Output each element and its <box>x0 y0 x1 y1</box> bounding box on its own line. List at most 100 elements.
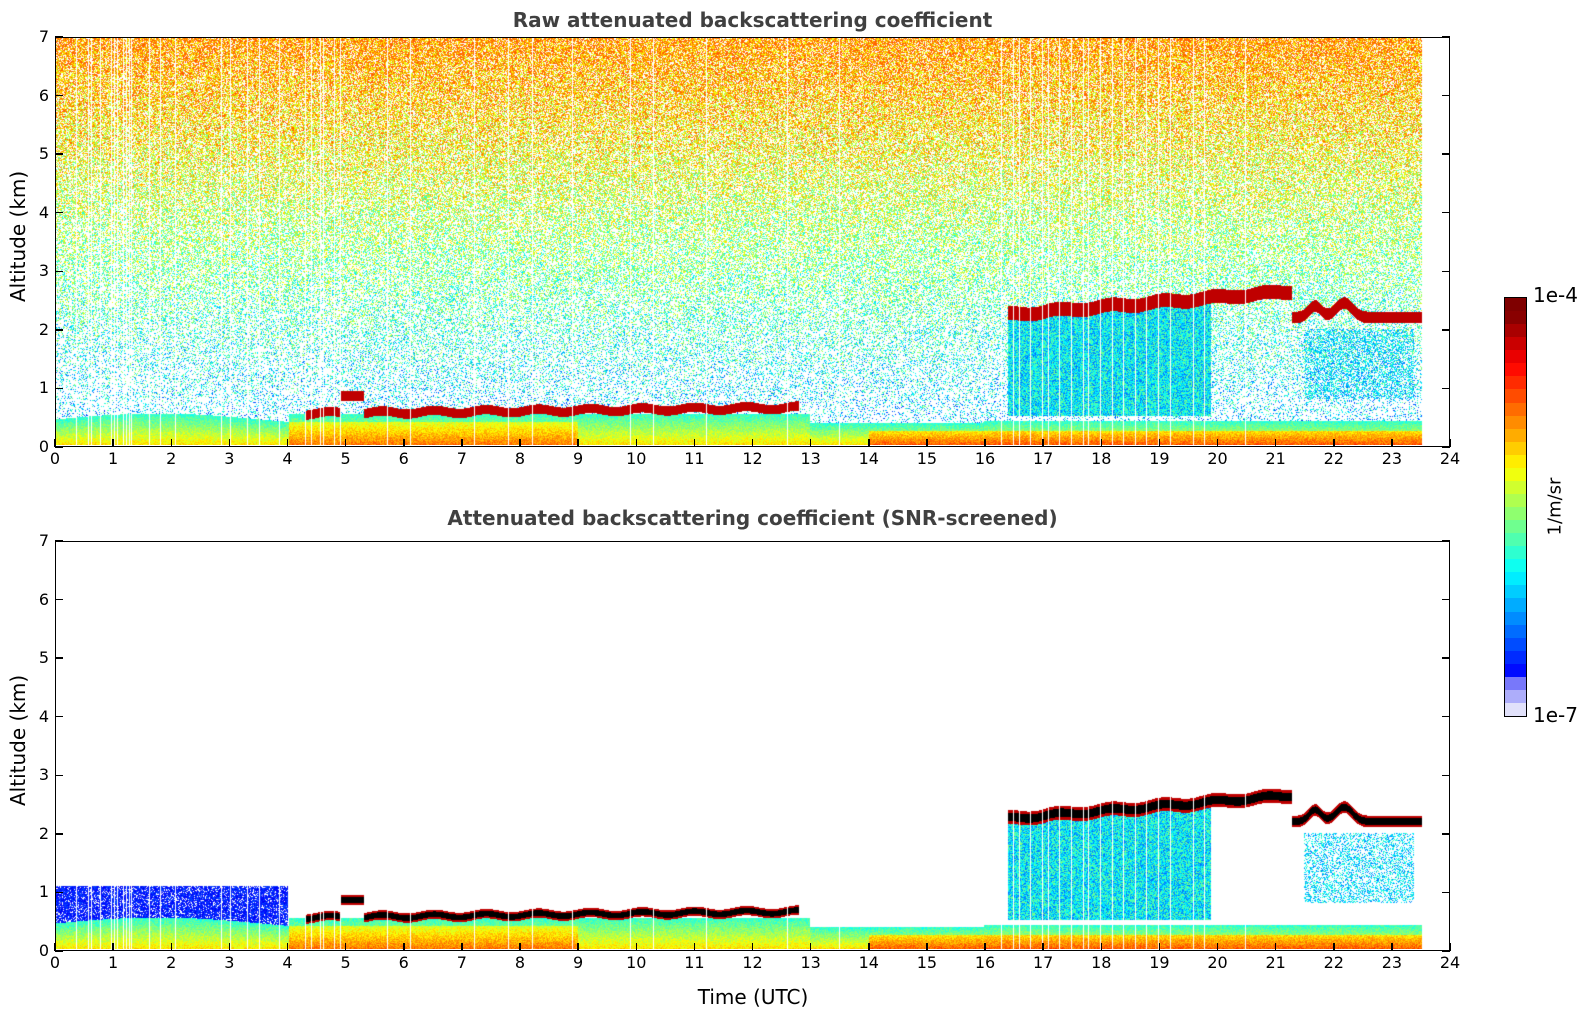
x-tick-mark <box>519 943 521 951</box>
x-tick-mark <box>577 439 579 447</box>
x-tick-label: 18 <box>1091 449 1112 468</box>
y-tick-mark <box>1442 36 1450 38</box>
x-tick-mark <box>1216 943 1219 951</box>
x-tick-label: 10 <box>626 953 647 972</box>
x-tick-mark <box>751 439 754 447</box>
y-tick-mark <box>55 715 63 718</box>
colorbar-max-label: 1e-4 <box>1533 283 1578 307</box>
x-tick-mark <box>1274 439 1277 447</box>
y-tick-mark <box>55 833 63 835</box>
y-tick-mark <box>1442 270 1450 273</box>
x-tick-mark <box>170 943 172 951</box>
x-axis-label: Time (UTC) <box>697 985 809 1009</box>
y-tick-mark <box>1442 540 1450 542</box>
snr-screened-heatmap <box>56 542 1448 949</box>
y-tick-mark <box>55 94 63 97</box>
y-tick-label: 2 <box>38 319 49 339</box>
x-tick-label: 2 <box>166 953 177 972</box>
x-tick-label: 23 <box>1381 449 1403 468</box>
y-tick-label: 2 <box>38 823 49 843</box>
colorbar-band <box>1505 467 1526 481</box>
x-tick-label: 7 <box>456 449 467 468</box>
y-tick-mark <box>55 36 63 38</box>
colorbar-band <box>1505 415 1526 429</box>
y-tick-mark <box>55 540 63 542</box>
colorbar-band <box>1505 507 1526 521</box>
x-tick-label: 3 <box>224 953 235 972</box>
y-tick-mark <box>55 270 63 273</box>
x-tick-mark <box>228 943 231 951</box>
x-tick-label: 11 <box>684 953 705 972</box>
colorbar-band <box>1505 298 1526 312</box>
colorbar-band <box>1505 663 1526 677</box>
x-tick-label: 8 <box>514 449 526 468</box>
colorbar-band <box>1505 676 1526 690</box>
snr-screened-plot <box>55 541 1450 951</box>
x-tick-mark <box>577 943 579 951</box>
x-tick-mark <box>635 439 637 447</box>
x-tick-mark <box>112 943 114 951</box>
x-tick-mark <box>1449 943 1451 951</box>
colorbar-band <box>1505 402 1526 416</box>
y-tick-label: 4 <box>38 202 49 222</box>
x-tick-mark <box>170 439 172 447</box>
x-tick-mark <box>984 943 986 951</box>
x-tick-label: 5 <box>340 953 351 972</box>
x-tick-label: 6 <box>398 953 409 972</box>
x-tick-label: 17 <box>1032 449 1054 468</box>
y-tick-label: 5 <box>38 648 49 668</box>
x-tick-label: 1 <box>108 953 119 972</box>
y-tick-mark <box>1442 446 1450 448</box>
colorbar-band <box>1505 454 1526 468</box>
y-tick-label: 5 <box>38 144 49 164</box>
y-tick-mark <box>1442 833 1450 835</box>
y-tick-mark <box>55 950 63 952</box>
x-tick-label: 22 <box>1323 953 1344 972</box>
x-tick-label: 24 <box>1439 449 1461 468</box>
y-tick-mark <box>55 329 63 331</box>
x-tick-label: 21 <box>1265 449 1286 468</box>
x-tick-mark <box>54 439 56 447</box>
colorbar-band <box>1505 572 1526 586</box>
y-tick-mark <box>55 153 63 155</box>
colorbar-band <box>1505 637 1526 651</box>
y-tick-mark <box>1442 329 1450 331</box>
y-tick-mark <box>1442 891 1450 894</box>
x-tick-label: 19 <box>1149 449 1170 468</box>
x-tick-mark <box>344 943 347 951</box>
x-tick-label: 13 <box>800 449 821 468</box>
x-tick-label: 23 <box>1381 953 1403 972</box>
colorbar-band <box>1505 324 1526 338</box>
x-tick-label: 4 <box>282 953 293 972</box>
y-tick-label: 3 <box>38 261 49 281</box>
x-tick-mark <box>403 439 405 447</box>
x-tick-mark <box>868 943 870 951</box>
y-tick-mark <box>1442 211 1450 214</box>
x-tick-label: 8 <box>514 953 526 972</box>
x-tick-mark <box>54 943 56 951</box>
y-tick-label: 1 <box>38 378 49 398</box>
x-tick-label: 22 <box>1323 449 1344 468</box>
y-tick-mark <box>1442 657 1450 659</box>
x-tick-label: 16 <box>974 953 996 972</box>
x-tick-mark <box>1042 943 1044 951</box>
x-tick-label: 20 <box>1207 953 1228 972</box>
x-tick-mark <box>809 943 812 951</box>
x-tick-label: 18 <box>1091 953 1112 972</box>
colorbar-band <box>1505 546 1526 560</box>
x-tick-label: 20 <box>1207 449 1228 468</box>
colorbar-band <box>1505 624 1526 638</box>
y-tick-mark <box>55 774 63 777</box>
panel-2-title: Attenuated backscattering coefficient (S… <box>447 506 1058 530</box>
colorbar-band <box>1505 350 1526 364</box>
x-tick-label: 9 <box>573 449 584 468</box>
x-tick-label: 6 <box>398 449 409 468</box>
x-tick-label: 5 <box>340 449 351 468</box>
x-tick-label: 15 <box>916 953 938 972</box>
y-tick-label: 6 <box>38 85 49 105</box>
x-tick-label: 9 <box>573 953 584 972</box>
colorbar <box>1504 297 1527 717</box>
y-tick-mark <box>55 598 63 601</box>
x-tick-label: 21 <box>1265 953 1286 972</box>
x-tick-mark <box>461 439 463 447</box>
